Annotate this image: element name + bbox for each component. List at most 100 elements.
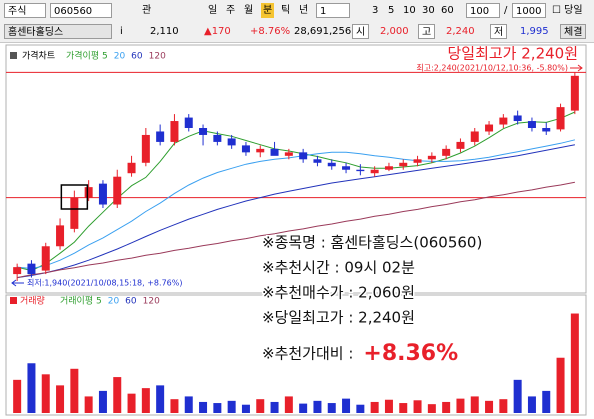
volume-bar xyxy=(270,401,279,413)
candle-body xyxy=(256,148,265,153)
volume-bar xyxy=(499,399,508,413)
period-button[interactable]: 일 xyxy=(208,5,218,16)
volume-bar xyxy=(256,399,265,413)
period-button[interactable]: 분 xyxy=(261,3,275,18)
link-button[interactable]: 관 xyxy=(142,5,152,16)
interval-button[interactable]: 5 xyxy=(388,5,395,16)
candle-body xyxy=(13,267,22,275)
volume-bar xyxy=(342,398,351,413)
legend-label: 120 xyxy=(143,297,160,307)
period-button[interactable]: 틱 xyxy=(281,5,291,16)
volume-bar xyxy=(356,404,365,413)
toolbar: 주식 060560 관 일 주 월 분 틱 년 1 3 5 10 30 60 1… xyxy=(0,0,594,22)
volume-bar xyxy=(56,385,65,413)
candle-body xyxy=(313,159,322,163)
candle-body xyxy=(456,141,465,149)
high-note: 최고:2,240(2021/10/12,10:36, -5.80%) xyxy=(416,63,568,73)
change: ▲170 xyxy=(204,26,231,37)
volume-bar xyxy=(542,390,551,413)
code-input[interactable]: 060560 xyxy=(50,3,112,18)
today-label: 당일 xyxy=(564,5,583,16)
candle-body xyxy=(513,115,522,122)
volume-bar xyxy=(27,363,36,413)
today-checkbox[interactable]: ☐ 당일 xyxy=(552,5,583,16)
candle-body xyxy=(270,148,279,156)
period-button[interactable]: 월 xyxy=(244,5,254,16)
legend-label: 20 xyxy=(108,297,120,307)
volume-bar xyxy=(384,399,393,413)
candle-body xyxy=(413,159,422,163)
candle-body xyxy=(141,134,150,163)
volume-bar xyxy=(156,385,165,413)
candle-body xyxy=(399,162,408,167)
candle-body xyxy=(470,131,479,142)
count-input[interactable]: 100 xyxy=(466,3,500,18)
candle-body xyxy=(113,176,122,205)
stock-name[interactable]: 홈센타홀딩스 xyxy=(4,24,112,39)
candle-body xyxy=(342,166,351,170)
candle-body xyxy=(98,183,107,205)
candle-body xyxy=(213,134,222,142)
volume: 28,691,256 xyxy=(294,26,352,37)
candle-body xyxy=(70,197,79,229)
candle-body xyxy=(485,124,494,132)
volume-bar xyxy=(98,390,107,413)
quote-bar: 홈센타홀딩스 i 2,110 ▲170 +8.76% 28,691,256 시 … xyxy=(0,21,594,43)
candle-body xyxy=(41,246,50,271)
volume-bar xyxy=(13,379,22,413)
candle-body xyxy=(227,138,236,146)
moving-average xyxy=(17,181,575,279)
unit-select[interactable]: 1 xyxy=(316,3,350,18)
candle-body xyxy=(241,145,250,153)
highlight-rate: +8.36% xyxy=(363,341,458,366)
candle-body xyxy=(170,121,179,142)
volume-bar xyxy=(213,403,222,413)
candle-body xyxy=(542,128,551,132)
low-price: 1,995 xyxy=(520,26,549,37)
note-line: ※추천시간 : 09시 02분 xyxy=(262,259,415,277)
volume-bar xyxy=(399,403,408,413)
rate: +8.76% xyxy=(250,26,291,37)
volume-bar xyxy=(284,396,293,413)
candle-body xyxy=(127,162,136,174)
low-arrow xyxy=(11,279,24,287)
candle-body xyxy=(527,121,536,128)
legend-label: 가격이평 5 xyxy=(66,50,108,62)
interval-button[interactable]: 30 xyxy=(422,5,435,16)
candle-body xyxy=(370,169,379,174)
total-input[interactable]: 1000 xyxy=(512,3,546,18)
separator: / xyxy=(504,5,508,16)
candle-body xyxy=(284,152,293,156)
candle-body xyxy=(184,117,193,128)
period-button[interactable]: 년 xyxy=(299,5,309,16)
chart-area: 가격차트 가격이평 5 20 60 120 당일최고가 2,240원최고:2,240(20… xyxy=(5,44,587,416)
period-button[interactable]: 주 xyxy=(226,5,236,16)
candle-body xyxy=(299,152,308,160)
volume-bar xyxy=(41,374,50,413)
volume-bar xyxy=(513,379,522,413)
interval-button[interactable]: 10 xyxy=(403,5,416,16)
info-button[interactable]: i xyxy=(120,26,123,37)
candle-body xyxy=(156,131,165,142)
legend-label: 120 xyxy=(149,52,166,62)
candle-body xyxy=(56,225,65,247)
volume-bar xyxy=(199,401,208,413)
legend-icon xyxy=(10,297,17,304)
high-price: 2,240 xyxy=(446,26,475,37)
note-line: ※추천가대비 : xyxy=(262,345,353,363)
chart-title: 가격차트 xyxy=(22,50,55,62)
note-line: ※당일최고가 : 2,240원 xyxy=(262,309,415,327)
note-line: ※종목명 : 홈센타홀딩스(060560) xyxy=(262,234,482,252)
tab-button[interactable]: 체결 xyxy=(560,24,587,39)
legend-label: 60 xyxy=(125,297,137,307)
price: 2,110 xyxy=(150,26,179,37)
moving-average xyxy=(17,139,576,270)
interval-button[interactable]: 3 xyxy=(372,5,379,16)
interval-button[interactable]: 60 xyxy=(441,5,454,16)
volume-bar xyxy=(299,403,308,413)
high-label: 당일최고가 2,240원 xyxy=(447,45,578,63)
candle-body xyxy=(384,166,393,170)
legend-label: 거래이평 5 xyxy=(60,296,102,307)
market-select[interactable]: 주식 xyxy=(4,3,46,18)
candle-body xyxy=(327,162,336,167)
